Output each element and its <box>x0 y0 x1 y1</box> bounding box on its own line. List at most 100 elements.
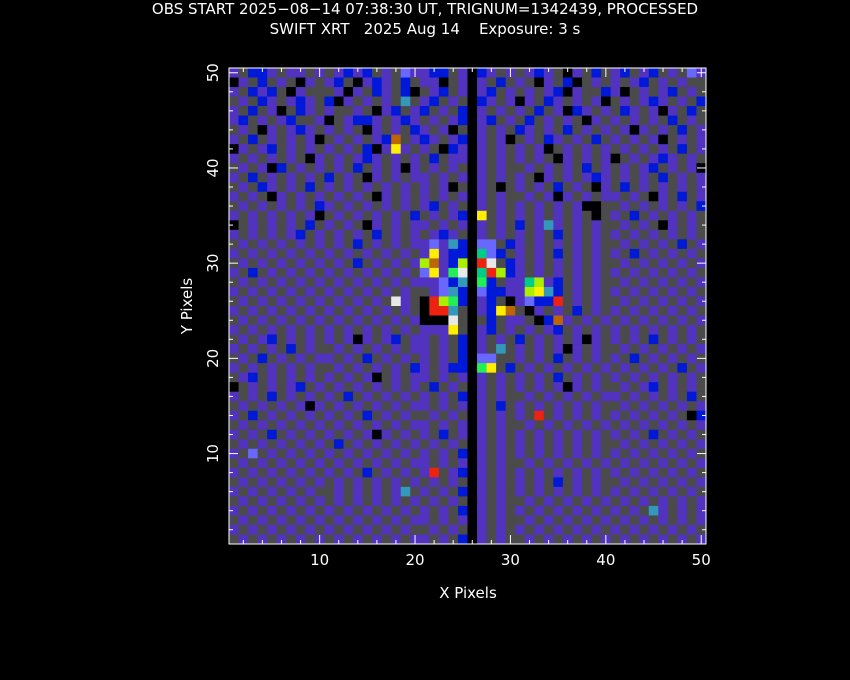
heatmap-cell <box>591 448 602 459</box>
heatmap-cell <box>305 77 316 88</box>
heatmap-cell <box>610 467 621 478</box>
heatmap-cell <box>238 125 249 136</box>
heatmap-cell <box>353 496 363 507</box>
heatmap-cell <box>429 172 440 183</box>
heatmap-cell <box>515 505 526 516</box>
heatmap-cell <box>562 505 573 516</box>
heatmap-cell <box>419 391 430 402</box>
heatmap-cell <box>324 286 335 297</box>
heatmap-cell <box>686 144 697 155</box>
heatmap-cell <box>400 125 411 136</box>
heatmap-cell <box>610 125 621 136</box>
heatmap-cell <box>534 125 545 136</box>
heatmap-cell <box>324 229 335 240</box>
heatmap-cell <box>477 353 487 364</box>
heatmap-cell <box>448 106 459 116</box>
heatmap-cell <box>667 182 678 193</box>
heatmap-cell <box>639 201 650 212</box>
heatmap-cell <box>381 524 392 535</box>
heatmap-cell <box>295 267 306 278</box>
heatmap-cell <box>362 306 373 316</box>
heatmap-cell <box>295 382 306 393</box>
heatmap-cell <box>610 401 621 412</box>
heatmap-cell <box>276 334 287 345</box>
heatmap-cell <box>524 306 535 316</box>
heatmap-cell <box>677 401 688 412</box>
heatmap-cell <box>343 334 354 345</box>
heatmap-cell <box>448 248 459 259</box>
heatmap-cell <box>238 210 249 221</box>
heatmap-cell <box>591 87 602 97</box>
heatmap-cell <box>553 524 564 535</box>
heatmap-cell <box>486 201 497 212</box>
heatmap-cell <box>534 467 545 478</box>
heatmap-cell <box>496 144 507 155</box>
heatmap-cell <box>524 172 535 183</box>
heatmap-cell <box>467 296 478 307</box>
heatmap-cell <box>534 334 545 345</box>
heatmap-cell <box>648 363 659 374</box>
heatmap-cell <box>572 458 583 469</box>
heatmap-cell <box>591 77 602 88</box>
heatmap-cell <box>572 201 583 212</box>
heatmap-cell <box>524 401 535 412</box>
heatmap-cell <box>667 163 678 174</box>
heatmap-cell <box>696 267 707 278</box>
heatmap-cell <box>305 220 316 231</box>
heatmap-cell <box>343 134 354 145</box>
heatmap-cell <box>286 172 297 183</box>
heatmap-cell <box>343 515 354 526</box>
heatmap-cell <box>410 248 421 259</box>
heatmap-cell <box>639 125 650 136</box>
heatmap-cell <box>305 315 316 326</box>
heatmap-cell <box>534 115 545 126</box>
heatmap-cell <box>353 153 363 164</box>
heatmap-cell <box>581 277 592 288</box>
heatmap-cell <box>343 524 354 535</box>
heatmap-cell <box>381 68 392 78</box>
heatmap-cell <box>524 163 535 174</box>
heatmap-cell <box>400 248 411 259</box>
heatmap-cell <box>534 306 545 316</box>
heatmap-cell <box>276 258 287 269</box>
heatmap-cell <box>667 439 678 450</box>
heatmap-cell <box>477 534 487 545</box>
heatmap-cell <box>343 153 354 164</box>
heatmap-cell <box>353 191 363 202</box>
heatmap-cell <box>562 153 573 164</box>
heatmap-cell <box>572 344 583 354</box>
heatmap-cell <box>229 277 239 288</box>
heatmap-cell <box>639 115 650 126</box>
heatmap-cell <box>286 401 297 412</box>
heatmap-cell <box>295 429 306 440</box>
heatmap-cell <box>467 115 478 126</box>
heatmap-cell <box>686 420 697 431</box>
heatmap-cell <box>543 258 554 269</box>
heatmap-cell <box>286 353 297 364</box>
heatmap-cell <box>696 325 707 335</box>
heatmap-cell <box>410 258 421 269</box>
heatmap-cell <box>362 315 373 326</box>
heatmap-cell <box>286 134 297 145</box>
heatmap-cell <box>620 420 631 431</box>
heatmap-cell <box>543 115 554 126</box>
heatmap-cell <box>419 144 430 155</box>
heatmap-cell <box>553 429 564 440</box>
heatmap-cell <box>276 267 287 278</box>
heatmap-cell <box>591 420 602 431</box>
heatmap-cell <box>515 258 526 269</box>
heatmap-cell <box>333 524 344 535</box>
heatmap-cell <box>229 401 239 412</box>
heatmap-cell <box>343 286 354 297</box>
heatmap-cell <box>257 239 268 250</box>
heatmap-cell <box>276 77 287 88</box>
heatmap-cell <box>419 429 430 440</box>
heatmap-cell <box>515 77 526 88</box>
heatmap-cell <box>572 68 583 78</box>
heatmap-cell <box>257 172 268 183</box>
heatmap-cell <box>238 315 249 326</box>
heatmap-cell <box>658 401 669 412</box>
heatmap-cell <box>696 496 707 507</box>
heatmap-cell <box>410 325 421 335</box>
heatmap-cell <box>581 467 592 478</box>
